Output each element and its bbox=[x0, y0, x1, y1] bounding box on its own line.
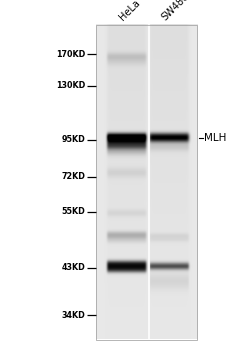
Text: HeLa: HeLa bbox=[117, 0, 141, 23]
Bar bbox=[95, 25, 196, 339]
Text: 55KD: 55KD bbox=[62, 207, 85, 216]
Text: 170KD: 170KD bbox=[56, 50, 85, 59]
Text: 34KD: 34KD bbox=[62, 310, 85, 320]
Text: 43KD: 43KD bbox=[62, 263, 85, 272]
Text: 130KD: 130KD bbox=[56, 81, 85, 90]
Text: MLH1: MLH1 bbox=[203, 133, 227, 143]
Text: 72KD: 72KD bbox=[61, 172, 85, 181]
Text: 95KD: 95KD bbox=[62, 135, 85, 145]
Text: SW480: SW480 bbox=[159, 0, 190, 23]
